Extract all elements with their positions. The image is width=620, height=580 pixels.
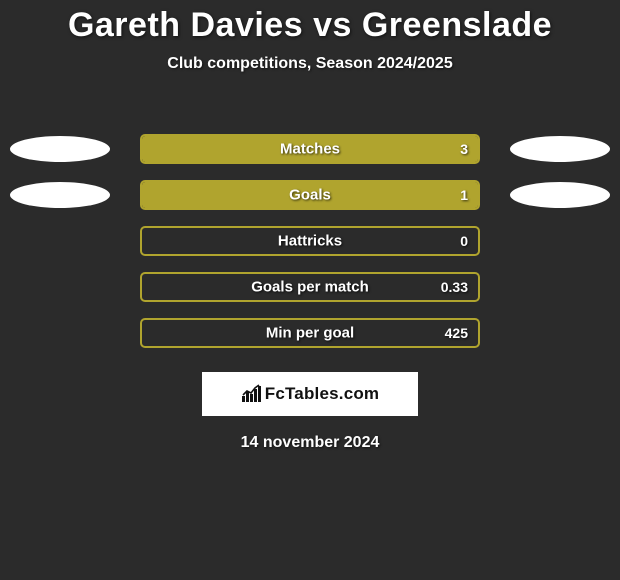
- stat-label: Goals per match: [251, 279, 369, 296]
- stat-label: Matches: [280, 141, 340, 158]
- page-subtitle: Club competitions, Season 2024/2025: [0, 55, 620, 73]
- stat-value: 0: [460, 233, 468, 249]
- left-ellipse: [10, 182, 110, 208]
- stat-bar: Goals 1: [140, 180, 480, 210]
- stat-label: Goals: [289, 187, 331, 204]
- stat-value: 425: [445, 325, 468, 341]
- stats-content: Matches 3 Goals 1 Hattricks 0: [0, 126, 620, 452]
- page-title: Gareth Davies vs Greenslade: [0, 6, 620, 45]
- stat-value: 1: [460, 187, 468, 203]
- left-ellipse: [10, 136, 110, 162]
- stat-value: 0.33: [441, 279, 468, 295]
- stat-row-hattricks: Hattricks 0: [0, 218, 620, 264]
- stat-bar: Goals per match 0.33: [140, 272, 480, 302]
- stat-row-goals: Goals 1: [0, 172, 620, 218]
- stat-bar: Matches 3: [140, 134, 480, 164]
- fctables-chart-icon: [241, 384, 263, 404]
- stat-bar: Hattricks 0: [140, 226, 480, 256]
- right-ellipse: [510, 136, 610, 162]
- stat-value: 3: [460, 141, 468, 157]
- stat-label: Hattricks: [278, 233, 342, 250]
- comparison-card: Gareth Davies vs Greenslade Club competi…: [0, 6, 620, 580]
- fctables-link[interactable]: FcTables.com: [202, 372, 418, 416]
- stat-row-matches: Matches 3: [0, 126, 620, 172]
- stat-label: Min per goal: [266, 325, 354, 342]
- stat-bar: Min per goal 425: [140, 318, 480, 348]
- right-ellipse: [510, 182, 610, 208]
- stat-row-goals-per-match: Goals per match 0.33: [0, 264, 620, 310]
- footer-date: 14 november 2024: [0, 434, 620, 452]
- stat-row-min-per-goal: Min per goal 425: [0, 310, 620, 356]
- fctables-brand-text: FcTables.com: [265, 384, 380, 404]
